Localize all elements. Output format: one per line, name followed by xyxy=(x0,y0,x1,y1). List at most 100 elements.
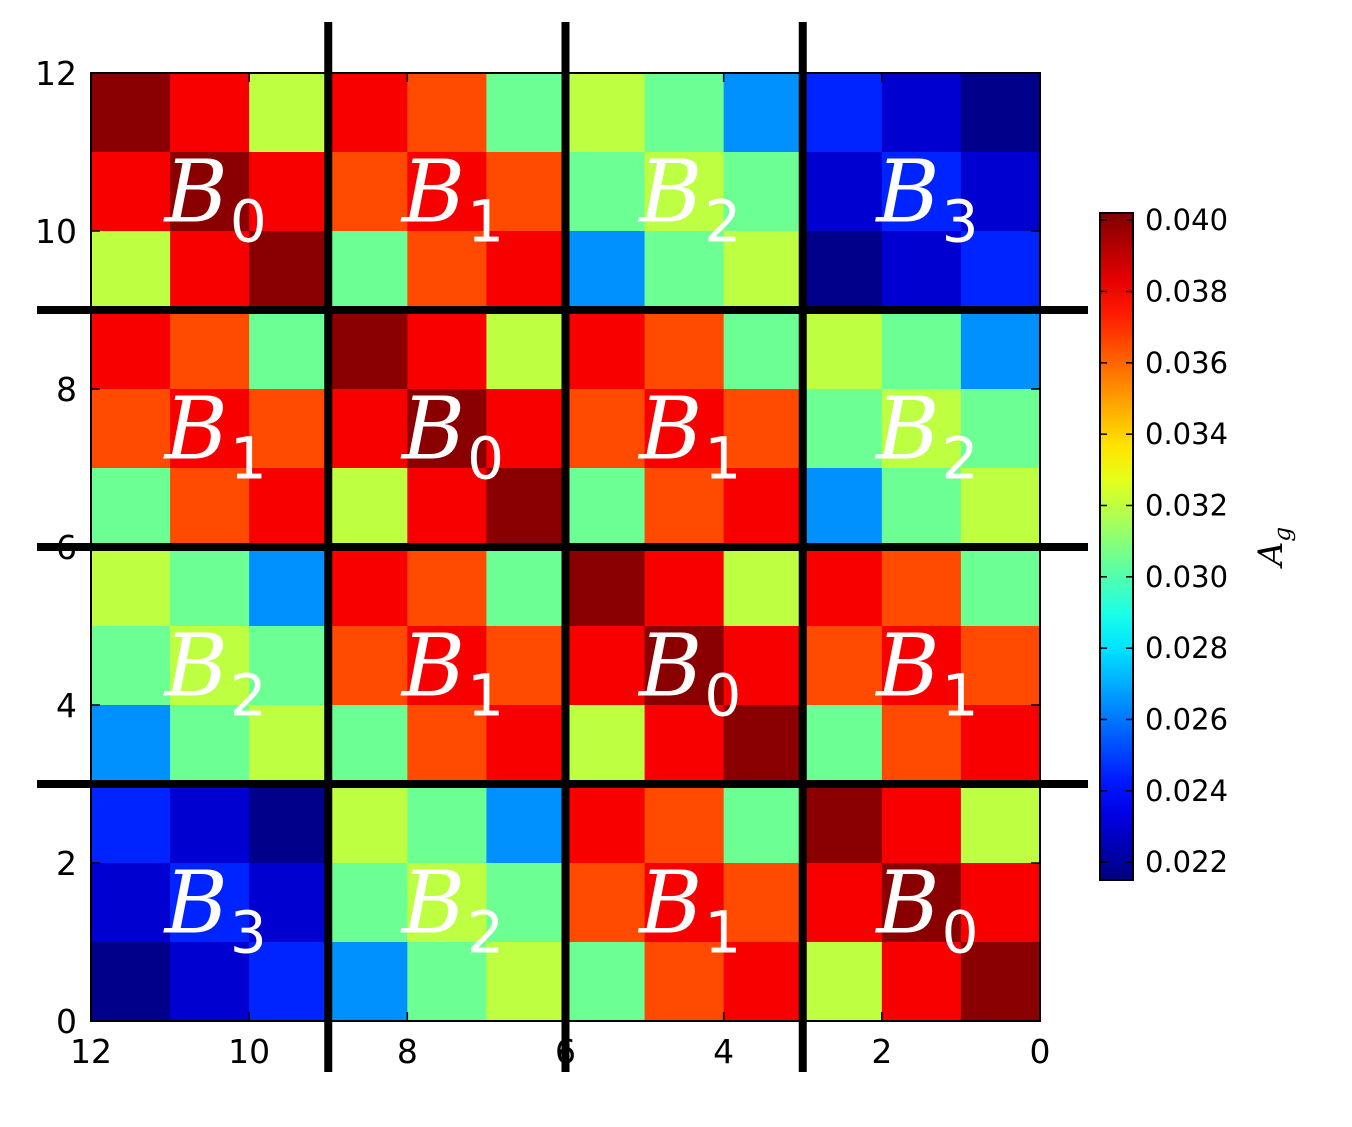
heatmap-cell xyxy=(407,942,488,1022)
heatmap-cell xyxy=(91,942,171,1022)
heatmap-cell xyxy=(723,231,804,311)
heatmap-cell xyxy=(802,547,883,627)
heatmap-cell xyxy=(170,705,250,785)
heatmap-cell xyxy=(328,310,408,390)
heatmap-cell xyxy=(960,310,1041,390)
colorbar-tick-label: 0.030 xyxy=(1145,560,1228,594)
heatmap-cell xyxy=(802,468,883,548)
heatmap-cell xyxy=(407,863,488,943)
heatmap-cells xyxy=(91,73,1041,1022)
heatmap-cell xyxy=(723,389,804,469)
heatmap-cell xyxy=(960,389,1041,469)
heatmap-cell xyxy=(881,863,962,943)
block-label-B1: B1 xyxy=(400,143,504,256)
heatmap-cell xyxy=(723,626,804,706)
heatmap-cell xyxy=(960,942,1041,1022)
colorbar-title: Ag xyxy=(1251,527,1296,569)
heatmap-cell xyxy=(565,389,646,469)
heatmap-cell xyxy=(723,863,804,943)
heatmap-cell xyxy=(960,152,1041,232)
heatmap-cell xyxy=(328,389,408,469)
heatmap-cell xyxy=(91,310,171,390)
heatmap-cell xyxy=(407,152,488,232)
heatmap-cell xyxy=(91,784,171,864)
heatmap-cell xyxy=(644,231,725,311)
y-tick-label: 8 xyxy=(56,370,77,409)
colorbar-tick-label: 0.040 xyxy=(1145,203,1228,237)
heatmap-cell xyxy=(723,310,804,390)
heatmap-cell xyxy=(723,547,804,627)
heatmap-cell xyxy=(486,389,567,469)
heatmap-cell xyxy=(723,73,804,153)
heatmap-cell xyxy=(328,231,408,311)
heatmap-cell xyxy=(486,942,567,1022)
heatmap-cell xyxy=(249,863,329,943)
block-labels: B0 B1 B2 B3 B1 B0 B1 B2 B2 B1 B0 B1 B3 B2 B1 B0 xyxy=(163,143,979,967)
heatmap-cell xyxy=(723,152,804,232)
heatmap-cell xyxy=(170,784,250,864)
heatmap-cell xyxy=(91,73,171,153)
heatmap-cell xyxy=(802,231,883,311)
heatmap-cell xyxy=(960,705,1041,785)
block-label-B1: B1 xyxy=(163,380,267,493)
heatmap-cell xyxy=(249,73,329,153)
heatmap-cell xyxy=(486,547,567,627)
block-label-B0: B0 xyxy=(400,380,504,493)
colorbar-tick-label: 0.024 xyxy=(1145,774,1228,808)
heatmap-cell xyxy=(802,310,883,390)
heatmap-cell xyxy=(960,73,1041,153)
x-tick-label: 12 xyxy=(70,1032,112,1071)
heatmap-cell xyxy=(565,547,646,627)
block-label-B3: B3 xyxy=(874,143,978,256)
heatmap-cell xyxy=(170,310,250,390)
y-axis: 0 2 4 6 8 10 12 xyxy=(35,54,1040,1041)
block-label-B1: B1 xyxy=(637,380,741,493)
heatmap-cell xyxy=(881,547,962,627)
heatmap-cell xyxy=(91,231,171,311)
heatmap-cell xyxy=(644,863,725,943)
heatmap-cell xyxy=(565,231,646,311)
heatmap-cell xyxy=(170,468,250,548)
heatmap-cell xyxy=(881,468,962,548)
colorbar-tick-label: 0.028 xyxy=(1145,631,1228,665)
heatmap-cell xyxy=(91,705,171,785)
heatmap-cell xyxy=(881,152,962,232)
y-tick-label: 12 xyxy=(35,54,77,93)
heatmap-cell xyxy=(881,784,962,864)
heatmap-cell xyxy=(407,784,488,864)
heatmap-cell xyxy=(249,310,329,390)
heatmap-cell xyxy=(881,626,962,706)
heatmap-cell xyxy=(486,73,567,153)
heatmap-cell xyxy=(407,626,488,706)
heatmap-cell xyxy=(407,73,488,153)
heatmap-cell xyxy=(249,784,329,864)
heatmap-cell xyxy=(170,152,250,232)
heatmap-cell xyxy=(486,705,567,785)
heatmap-cell xyxy=(723,784,804,864)
heatmap-cell xyxy=(328,152,408,232)
heatmap-cell xyxy=(407,468,488,548)
colorbar-tick-label: 0.022 xyxy=(1145,845,1228,879)
heatmap-cell xyxy=(802,784,883,864)
heatmap-cell xyxy=(170,863,250,943)
heatmap-cell xyxy=(644,152,725,232)
heatmap-cell xyxy=(565,784,646,864)
heatmap-cell xyxy=(249,626,329,706)
heatmap-cell xyxy=(723,705,804,785)
colorbar-bar xyxy=(1099,212,1134,881)
heatmap-cell xyxy=(328,626,408,706)
heatmap-cell xyxy=(565,705,646,785)
x-tick-label: 8 xyxy=(397,1032,418,1071)
heatmap-cell xyxy=(644,784,725,864)
block-label-B2: B2 xyxy=(637,143,741,256)
block-label-B0: B0 xyxy=(874,854,978,967)
heatmap-cell xyxy=(486,152,567,232)
heatmap-cell xyxy=(328,863,408,943)
heatmap-cell xyxy=(170,942,250,1022)
heatmap-cell xyxy=(644,310,725,390)
heatmap-cell xyxy=(881,73,962,153)
block-label-B2: B2 xyxy=(400,854,504,967)
heatmap-cell xyxy=(407,705,488,785)
heatmap-cell xyxy=(960,626,1041,706)
